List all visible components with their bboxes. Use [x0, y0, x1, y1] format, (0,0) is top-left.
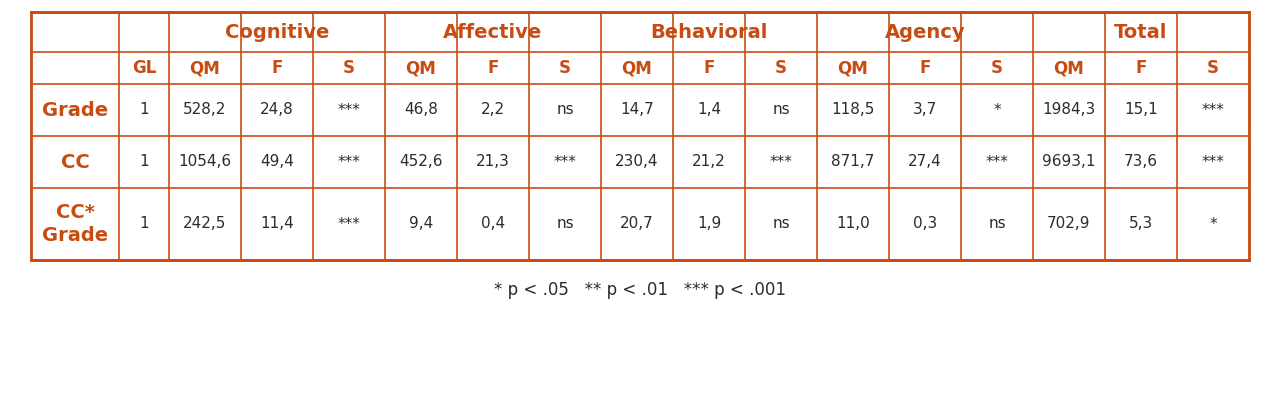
Text: Agency: Agency — [884, 23, 965, 41]
Text: 230,4: 230,4 — [616, 154, 659, 170]
Text: Total: Total — [1115, 23, 1167, 41]
Text: *: * — [993, 103, 1001, 117]
Text: ns: ns — [988, 217, 1006, 232]
Text: 0,3: 0,3 — [913, 217, 937, 232]
Text: 0,4: 0,4 — [481, 217, 506, 232]
Text: 1: 1 — [140, 217, 148, 232]
Text: F: F — [488, 59, 499, 77]
Text: ***: *** — [769, 154, 792, 170]
Text: QM: QM — [622, 59, 653, 77]
Text: *: * — [1210, 217, 1217, 232]
Text: QM: QM — [189, 59, 220, 77]
Text: 11,0: 11,0 — [836, 217, 870, 232]
Text: 702,9: 702,9 — [1047, 217, 1091, 232]
Text: 528,2: 528,2 — [183, 103, 227, 117]
Text: GL: GL — [132, 59, 156, 77]
Text: 21,3: 21,3 — [476, 154, 509, 170]
Text: 871,7: 871,7 — [831, 154, 874, 170]
Text: 242,5: 242,5 — [183, 217, 227, 232]
Text: S: S — [559, 59, 571, 77]
Text: ns: ns — [772, 217, 790, 232]
Text: ns: ns — [557, 103, 573, 117]
Text: 24,8: 24,8 — [260, 103, 294, 117]
Text: 20,7: 20,7 — [620, 217, 654, 232]
Text: 14,7: 14,7 — [620, 103, 654, 117]
Text: Cognitive: Cognitive — [225, 23, 329, 41]
Text: F: F — [703, 59, 714, 77]
Bar — [31, 12, 1249, 260]
Text: S: S — [991, 59, 1004, 77]
Text: QM: QM — [837, 59, 868, 77]
Text: 1984,3: 1984,3 — [1042, 103, 1096, 117]
Text: S: S — [774, 59, 787, 77]
Text: S: S — [343, 59, 355, 77]
Text: 118,5: 118,5 — [831, 103, 874, 117]
Text: F: F — [271, 59, 283, 77]
Text: * p < .05   ** p < .01   *** p < .001: * p < .05 ** p < .01 *** p < .001 — [494, 281, 786, 299]
Text: 73,6: 73,6 — [1124, 154, 1158, 170]
Text: ***: *** — [338, 217, 361, 232]
Text: F: F — [919, 59, 931, 77]
Text: QM: QM — [406, 59, 436, 77]
Text: QM: QM — [1053, 59, 1084, 77]
Text: 11,4: 11,4 — [260, 217, 294, 232]
Text: 5,3: 5,3 — [1129, 217, 1153, 232]
Text: 15,1: 15,1 — [1124, 103, 1158, 117]
Text: ***: *** — [986, 154, 1009, 170]
Text: F: F — [1135, 59, 1147, 77]
Text: 3,7: 3,7 — [913, 103, 937, 117]
Text: 9,4: 9,4 — [408, 217, 433, 232]
Text: ns: ns — [772, 103, 790, 117]
Text: Affective: Affective — [443, 23, 543, 41]
Text: 21,2: 21,2 — [692, 154, 726, 170]
Text: 1,4: 1,4 — [696, 103, 721, 117]
Text: 1: 1 — [140, 154, 148, 170]
Text: CC*
Grade: CC* Grade — [42, 203, 108, 245]
Text: 1054,6: 1054,6 — [178, 154, 232, 170]
Text: ns: ns — [557, 217, 573, 232]
Text: 27,4: 27,4 — [908, 154, 942, 170]
Text: Grade: Grade — [42, 101, 108, 119]
Text: 1: 1 — [140, 103, 148, 117]
Text: ***: *** — [1202, 103, 1225, 117]
Text: ***: *** — [1202, 154, 1225, 170]
Text: 452,6: 452,6 — [399, 154, 443, 170]
Text: 9693,1: 9693,1 — [1042, 154, 1096, 170]
Text: 1,9: 1,9 — [696, 217, 721, 232]
Text: ***: *** — [553, 154, 576, 170]
Text: 49,4: 49,4 — [260, 154, 294, 170]
Text: 2,2: 2,2 — [481, 103, 506, 117]
Text: Behavioral: Behavioral — [650, 23, 768, 41]
Text: CC: CC — [60, 152, 90, 172]
Text: 46,8: 46,8 — [404, 103, 438, 117]
Text: ***: *** — [338, 154, 361, 170]
Text: S: S — [1207, 59, 1219, 77]
Text: ***: *** — [338, 103, 361, 117]
